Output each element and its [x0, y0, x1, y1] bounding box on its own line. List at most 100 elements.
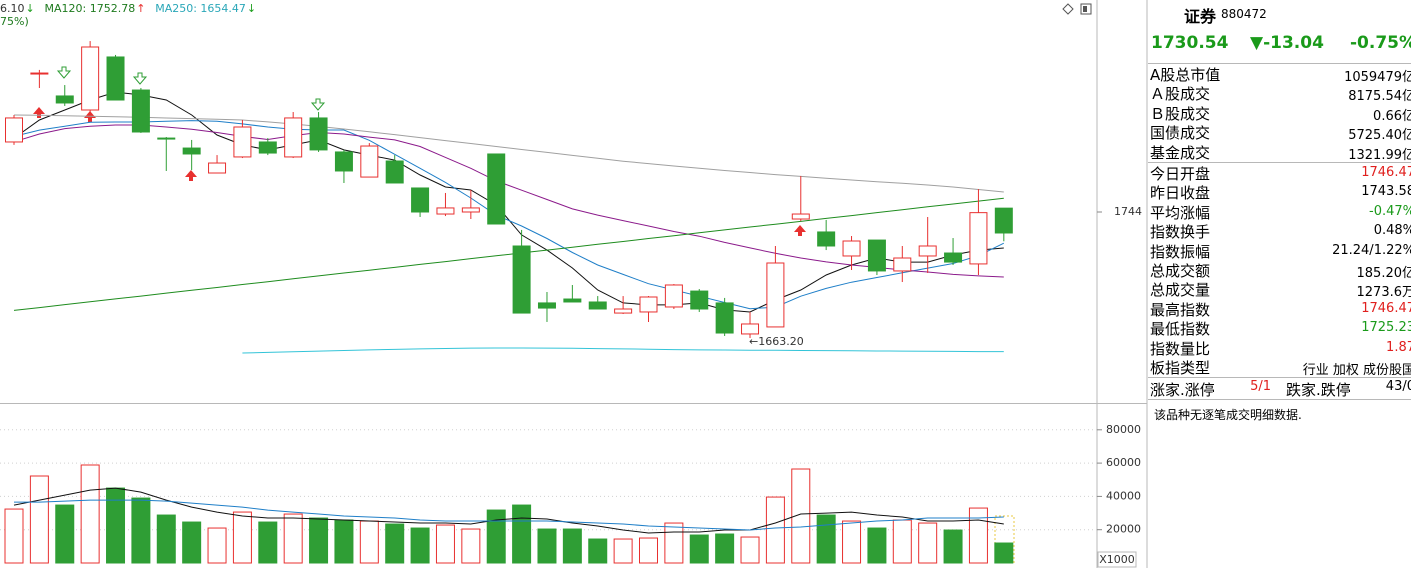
volume-bar [588, 538, 608, 564]
low-annotation: ←1663.20 [749, 335, 804, 348]
volume-bar [791, 468, 811, 564]
volume-bar [55, 504, 75, 564]
y-tick-label: 60000 [1106, 456, 1141, 469]
candle-body [30, 72, 49, 75]
unit-label: X1000 [1099, 553, 1135, 566]
volume-bar [359, 520, 379, 564]
indicator-arrow: ↓ [247, 2, 256, 15]
indicator-label: MA120: 1752.78 [45, 2, 136, 15]
ma-line [13, 114, 1004, 193]
volume-bar [689, 534, 709, 564]
volume-bar [918, 522, 938, 564]
volume-bar [4, 508, 24, 564]
candle-body [690, 290, 709, 310]
candle-body [664, 284, 683, 308]
volume-bar [80, 464, 100, 564]
indicator-arrow: ↓ [26, 2, 35, 15]
chart: 1744←1663.206.10 ↓ MA120: 1752.78 ↑ MA250: 1… [0, 0, 1148, 568]
row-value: 行业 加权 成份股国 [1302, 363, 1411, 378]
candle-body [106, 56, 125, 101]
candle-body [639, 296, 658, 313]
volume-bar [537, 528, 557, 564]
y-tick-label: 1744 [1114, 205, 1142, 218]
unit-box [1097, 551, 1137, 568]
limit-item: 跌家.跌停 [1286, 381, 1351, 400]
quote-panel: 证券 880472 1730.54 ▼-13.04 -0.75% A股总市值 1059479… [1148, 0, 1411, 568]
volume-bar [664, 522, 684, 564]
candle-body [258, 141, 277, 154]
volume-bar [562, 528, 582, 564]
sell-signal [132, 72, 148, 85]
row-label: 板指类型 [1150, 359, 1211, 377]
candle-body [461, 207, 480, 213]
candle-body [741, 323, 760, 335]
candle-body [537, 302, 556, 309]
toolbar-icon[interactable] [1062, 3, 1074, 15]
ma-line [13, 120, 1005, 310]
sell-signal [56, 66, 72, 79]
sell-signal [310, 98, 326, 111]
ma-line [13, 487, 1004, 534]
row-label: 国债成交 [1150, 124, 1211, 143]
candle-body [411, 187, 430, 213]
row-value: 5725.40亿 [1348, 128, 1411, 144]
volume-bar [613, 538, 633, 564]
volume-bar [232, 511, 252, 564]
row-label: 最高指数 [1150, 300, 1211, 319]
volume-bar [512, 504, 532, 564]
toolbar-icon[interactable] [1080, 3, 1092, 15]
indicator-label: 6.10 [0, 2, 25, 15]
volume-bar [943, 529, 963, 564]
row-value: 1273.6万 [1356, 285, 1411, 301]
volume-bar [283, 513, 303, 564]
candle-body [487, 153, 506, 225]
candle-body [157, 137, 176, 140]
ma-line [13, 197, 1004, 311]
volume-bar [156, 514, 176, 564]
row-label: 指数振幅 [1150, 242, 1211, 261]
ma-line [13, 124, 1004, 278]
row-value: 1.87 [1386, 339, 1411, 355]
candle-body [944, 252, 963, 263]
candle-body [55, 95, 74, 104]
limit-item: 43/0 [1385, 379, 1411, 395]
limit-item: 涨家.涨停 [1150, 381, 1215, 400]
candle-body [817, 231, 836, 247]
candle-body [563, 298, 582, 303]
separator [1148, 162, 1411, 163]
candle-body [233, 126, 252, 158]
volume-bar [715, 533, 735, 564]
candle-body [994, 207, 1013, 234]
separator [1148, 377, 1411, 379]
row-label: 指数量比 [1150, 339, 1211, 358]
volume-bar [765, 496, 785, 564]
cursor-box [994, 515, 1015, 564]
candle-body [512, 245, 531, 314]
row-value: 1059479亿 [1344, 70, 1411, 85]
row-value: 0.66亿 [1373, 108, 1411, 124]
row-label: 昨日收盘 [1150, 184, 1211, 203]
candle-body [131, 89, 150, 133]
volume-bar [435, 524, 455, 564]
candle-body [182, 147, 201, 155]
row-label: 基金成交 [1150, 143, 1211, 162]
quote-value: 1730.54 [1151, 33, 1229, 53]
volume-bar [968, 507, 988, 564]
indicator-sublabel: 75%) [0, 15, 29, 28]
buy-signal [794, 225, 806, 236]
candle-body [334, 151, 353, 172]
candle-body [360, 145, 379, 178]
buy-signal [33, 107, 45, 118]
volume-bar [334, 519, 354, 564]
ma-line [242, 347, 1004, 354]
volume-bar [29, 475, 49, 564]
candle-body [614, 308, 633, 314]
row-value: 1725.23 [1361, 320, 1411, 336]
y-tick-label: 40000 [1106, 489, 1141, 502]
note: 该品种无逐笔成交明细数据. [1154, 408, 1302, 423]
candle-body [791, 213, 810, 220]
quote-value: ▼-13.04 [1250, 33, 1324, 53]
volume-bar [842, 520, 862, 564]
row-label: A股总市值 [1150, 66, 1221, 84]
row-value: 0.48% [1373, 223, 1411, 239]
